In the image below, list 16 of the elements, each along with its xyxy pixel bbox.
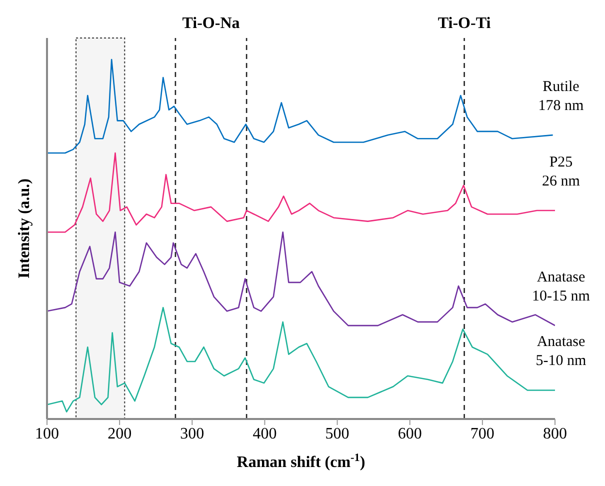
text: Ti-O-Na	[182, 15, 240, 32]
x-tick-label: 100	[35, 425, 59, 442]
series-label: P25 26 nm	[542, 154, 580, 190]
x-tick-label: 200	[108, 425, 132, 442]
x-tick-label: 300	[180, 425, 204, 442]
x-tick-label: 600	[398, 425, 422, 442]
series-label: Rutile 178 nm	[538, 79, 584, 114]
x-tick-label: 700	[470, 425, 494, 442]
x-tick-label: 400	[252, 425, 277, 442]
x-tick-label: 500	[325, 425, 350, 442]
y-axis-title: Intensity (a.u.)	[16, 178, 33, 279]
series-label: Anatase 5-10 nm	[536, 334, 587, 370]
series-label: Anatase 10-15 nm	[532, 270, 590, 305]
x-tick-label: 800	[543, 425, 567, 442]
x-axis-title: Raman shift (cm$^{-1}$)	[236, 452, 366, 471]
ref-line-label: Ti-O-Ti	[438, 15, 492, 32]
